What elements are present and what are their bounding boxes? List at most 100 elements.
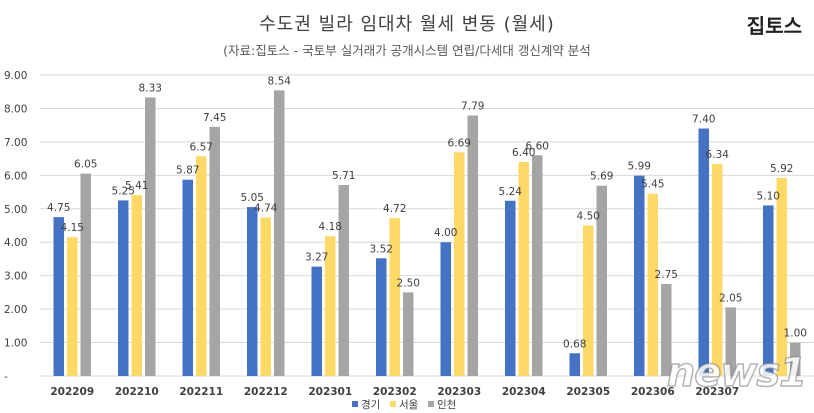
bar-서울 [389, 218, 400, 376]
bar-인천 [596, 185, 607, 376]
x-tick-label: 202212 [244, 386, 288, 398]
grid-lines [40, 74, 814, 377]
data-label: 4.00 [434, 227, 457, 239]
bar-인천 [532, 155, 543, 376]
data-label: 5.71 [332, 170, 355, 182]
data-label: 4.15 [61, 222, 84, 234]
data-label: 6.40 [512, 147, 535, 159]
y-tick-label: 3.00 [4, 271, 27, 283]
data-label: 5.99 [628, 161, 651, 173]
data-label: 5.10 [757, 190, 780, 202]
legend-swatch [390, 401, 396, 407]
bar-인천 [403, 292, 414, 376]
bar-경기 [634, 175, 645, 376]
bar-경기 [569, 353, 580, 376]
bar-서울 [325, 236, 336, 376]
y-tick-label: 4.00 [4, 237, 27, 249]
data-label: 5.25 [112, 185, 135, 197]
data-label: 4.18 [319, 221, 342, 233]
data-label: 6.57 [190, 141, 213, 153]
bar-서울 [647, 193, 658, 376]
data-label: 5.87 [176, 165, 199, 177]
x-tick-label: 202305 [566, 386, 610, 398]
bar-인천 [467, 115, 478, 377]
data-label: 7.40 [692, 114, 715, 126]
data-label: 4.72 [383, 203, 406, 215]
bar-인천 [80, 173, 91, 376]
bar-서울 [518, 161, 529, 376]
x-tick-label: 202301 [308, 386, 352, 398]
x-tick-label: 202302 [373, 386, 417, 398]
y-tick-label: 9.00 [4, 70, 27, 82]
bar-인천 [209, 126, 220, 376]
bar-서울 [260, 217, 271, 376]
bar-경기 [698, 128, 709, 376]
data-label: 6.05 [74, 159, 97, 171]
data-label: 8.54 [268, 75, 292, 87]
bar-인천 [790, 342, 801, 376]
data-label: 4.50 [577, 211, 600, 223]
chart-title: 수도권 빌라 임대차 월세 변동 (월세) [259, 14, 555, 35]
x-tick-label: 202307 [695, 386, 739, 398]
data-label: 5.45 [641, 179, 664, 191]
bar-인천 [274, 90, 285, 376]
data-label: 6.69 [448, 137, 471, 149]
legend-swatch [352, 401, 358, 407]
bar-서울 [776, 178, 787, 376]
bar-서울 [712, 163, 723, 376]
bar-서울 [454, 152, 465, 376]
bar-경기 [440, 242, 451, 376]
data-label: 4.75 [47, 202, 70, 214]
data-label: 2.50 [397, 277, 420, 289]
legend: 경기 서울 인천 [352, 398, 456, 411]
y-tick-label: 5.00 [4, 204, 27, 216]
legend-swatch [428, 401, 434, 407]
y-tick-label: 6.00 [4, 170, 27, 182]
bar-인천 [145, 97, 156, 376]
x-axis-ticks: 202209 202210 202211 202212 202301 202302 2023… [50, 386, 739, 398]
data-label: 6.60 [526, 140, 549, 152]
bar-서울 [131, 195, 142, 376]
legend-label: 서울 [399, 399, 419, 411]
bar-경기 [505, 200, 516, 376]
data-label: 0.68 [563, 338, 586, 350]
x-tick-label: 202306 [631, 386, 675, 398]
x-tick-label: 202209 [50, 386, 94, 398]
bar-경기 [53, 217, 64, 376]
legend-label: 인천 [437, 399, 456, 411]
data-label: 5.69 [590, 171, 613, 183]
data-label: 3.52 [370, 243, 393, 255]
data-label: 1.00 [784, 328, 807, 340]
bar-인천 [338, 185, 349, 376]
bar-서울 [67, 237, 78, 376]
bar-경기 [376, 258, 387, 376]
y-tick-label: 2.00 [4, 304, 27, 316]
data-label: 3.27 [305, 252, 328, 264]
bar-인천 [661, 284, 672, 376]
data-label: 8.33 [139, 82, 162, 94]
data-label: 4.74 [254, 202, 278, 214]
data-label: 5.05 [241, 192, 264, 204]
x-tick-label: 202211 [179, 386, 223, 398]
y-tick-label: 8.00 [4, 103, 27, 115]
data-label: 5.41 [125, 180, 148, 192]
bars [53, 90, 801, 377]
data-label: 6.34 [706, 149, 730, 161]
data-label: 7.79 [461, 100, 484, 112]
brand-logo: 집토스 [746, 14, 802, 38]
bar-경기 [763, 205, 774, 376]
y-tick-label: - [4, 371, 8, 383]
bar-경기 [247, 207, 258, 376]
bar-경기 [311, 266, 322, 376]
bar-경기 [182, 179, 193, 376]
y-tick-label: 1.00 [4, 338, 27, 350]
bar-서울 [196, 156, 207, 376]
data-label: 2.75 [655, 269, 678, 281]
data-labels: 4.75 4.15 6.05 5.255.41 8.33 5.87 6.57 7.45 5.05… [47, 75, 807, 350]
bar-인천 [725, 307, 736, 376]
x-tick-label: 202210 [115, 386, 159, 398]
y-axis-ticks: - 1.00 2.00 3.00 4.00 5.00 6.00 7.00 8.00 9.00 [4, 70, 27, 383]
y-tick-label: 7.00 [4, 137, 27, 149]
